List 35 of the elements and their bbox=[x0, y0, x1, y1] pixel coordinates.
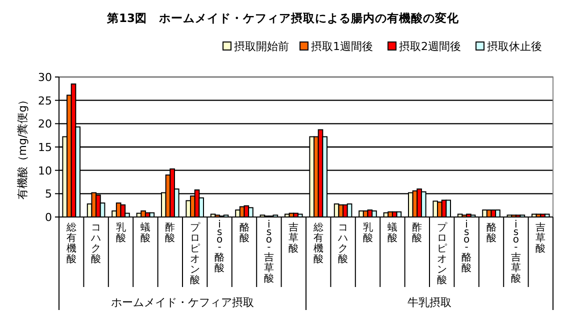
x-tick-label: 乳酸 bbox=[362, 222, 373, 244]
x-tick-label: iso-酪酸 bbox=[214, 220, 225, 274]
x-tick-label: 酪酸 bbox=[239, 222, 250, 244]
x-tick-label: 乳酸 bbox=[116, 222, 126, 244]
text: ホームメイド・ケフィア摂取 bbox=[111, 296, 254, 309]
x-tick-label: 吉草酸 bbox=[536, 222, 546, 254]
x-tick-label: コハク酸 bbox=[337, 222, 348, 265]
y-tick-label: 0 bbox=[45, 211, 52, 224]
y-axis-title: 有機酸（mg/糞便g） bbox=[16, 94, 29, 200]
x-tick-label: プロピオン酸 bbox=[190, 222, 201, 286]
y-tick-label: 10 bbox=[38, 164, 52, 178]
x-tick-label: コハク酸 bbox=[90, 222, 102, 265]
x-tick-label: 吉草酸 bbox=[288, 222, 299, 254]
legend-label: 摂取1週間後 bbox=[311, 40, 373, 53]
x-tick-label: 蟻酸 bbox=[387, 222, 398, 244]
x-tick-label: 総有機酸 bbox=[65, 222, 76, 265]
legend-label: 摂取休止後 bbox=[487, 40, 542, 53]
x-tick-label: 酢酸 bbox=[165, 222, 176, 244]
chart-title: 第13図 ホームメイド・ケフィア摂取による腸内の有機酸の変化 bbox=[106, 11, 460, 25]
y-tick-label: 20 bbox=[38, 118, 52, 131]
y-tick-label: 5 bbox=[45, 188, 52, 201]
legend-label: 摂取2週間後 bbox=[399, 40, 461, 53]
y-tick-label: 30 bbox=[38, 71, 52, 84]
x-tick-label: iso-吉草酸 bbox=[510, 220, 521, 284]
x-tick-label: 蟻酸 bbox=[140, 222, 150, 244]
y-tick-label: 15 bbox=[38, 141, 52, 154]
x-tick-label: 総有機酸 bbox=[312, 222, 324, 265]
y-tick-label: 25 bbox=[38, 94, 52, 108]
x-tick-label: 酪酸 bbox=[486, 222, 496, 244]
x-tick-label: iso-吉草酸 bbox=[264, 220, 274, 284]
legend-label: 摂取開始前 bbox=[234, 40, 289, 53]
x-tick-label: 酢酸 bbox=[412, 222, 422, 244]
x-tick-label: プロピオン酸 bbox=[436, 222, 448, 286]
x-tick-label: iso-酪酸 bbox=[462, 220, 472, 274]
text: 牛乳摂取 bbox=[408, 296, 452, 309]
